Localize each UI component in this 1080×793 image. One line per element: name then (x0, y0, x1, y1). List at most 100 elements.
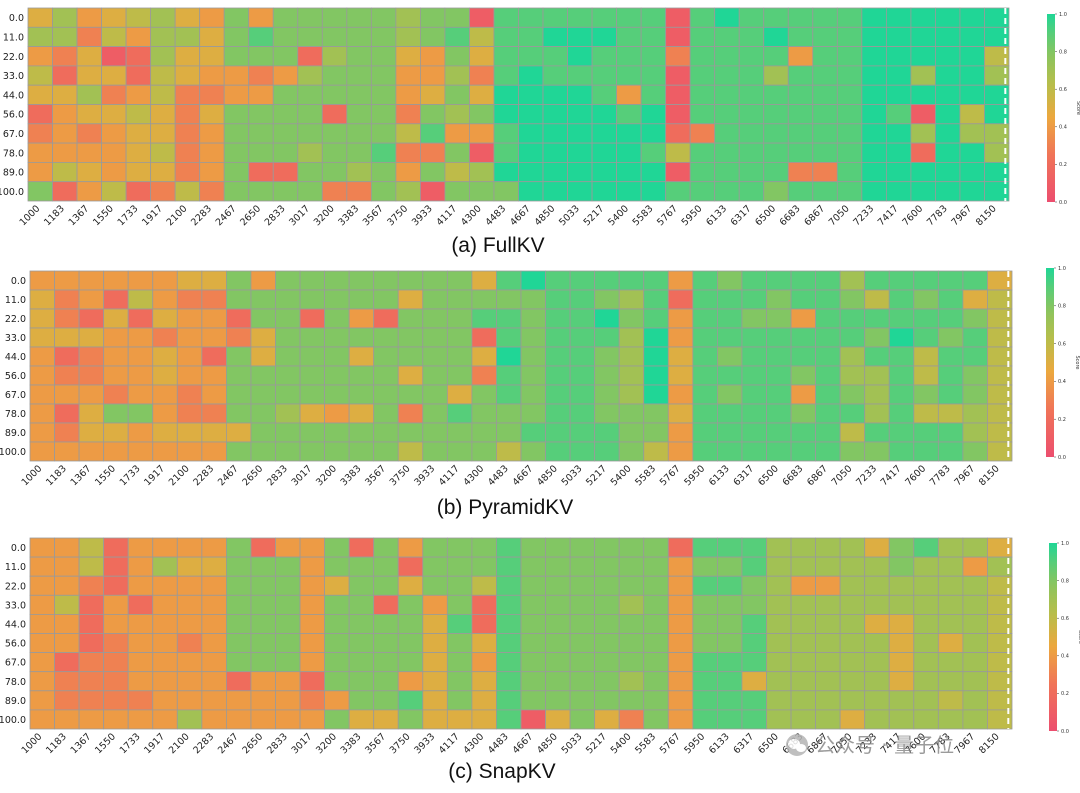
heatmap-cell (569, 403, 596, 424)
heatmap-cell (223, 104, 250, 125)
heatmap-cell (962, 289, 988, 310)
heatmap-cell (594, 633, 620, 654)
x-tick-label: 5217 (584, 463, 609, 488)
heatmap-cell (692, 652, 718, 673)
heatmap-cell (643, 709, 669, 730)
y-tick-label: 78.0 (5, 409, 26, 420)
heatmap-cell (741, 633, 767, 654)
heatmap-cell (836, 84, 863, 105)
x-tick-label: 4300 (461, 731, 486, 756)
heatmap-cell (594, 365, 620, 386)
heatmap-cell (959, 46, 985, 67)
heatmap-cell (864, 270, 890, 291)
heatmap-cell (812, 26, 838, 47)
heatmap-cell (78, 365, 105, 386)
heatmap-cell (152, 556, 178, 577)
heatmap-cell (248, 7, 274, 28)
heatmap-cell (763, 84, 789, 105)
heatmap-cell (692, 346, 718, 367)
heatmap-cell (444, 161, 470, 183)
heatmap-cell (152, 633, 178, 654)
heatmap-cell (839, 671, 866, 692)
heatmap-cell (150, 123, 176, 144)
heatmap-cell (29, 289, 55, 310)
heatmap-cell (643, 441, 669, 462)
x-tick-label: 1550 (93, 731, 118, 756)
heatmap-cell (787, 7, 814, 28)
heatmap-cell (545, 308, 571, 329)
heatmap-cell (225, 270, 252, 291)
heatmap-cell (324, 652, 350, 673)
heatmap-cell (101, 84, 127, 105)
heatmap-cell (78, 346, 105, 367)
heatmap-cell (962, 556, 988, 577)
heatmap-cell (348, 289, 375, 310)
heatmap-cell (496, 422, 522, 443)
heatmap-cell (888, 270, 915, 291)
colorbar-tick-label: 1.0 (1059, 12, 1067, 18)
heatmap-cell (839, 327, 866, 348)
heatmap-cell (54, 403, 80, 424)
heatmap-cell (937, 671, 964, 692)
heatmap-cell (520, 594, 546, 615)
x-tick-label: 1733 (118, 731, 143, 756)
heatmap-cell (397, 422, 424, 443)
heatmap-cell (201, 690, 227, 711)
heatmap-cell (937, 537, 964, 558)
heatmap-cell (446, 422, 473, 443)
heatmap-cell (937, 422, 964, 443)
heatmap-cell (888, 365, 915, 386)
heatmap-cell (248, 84, 274, 105)
heatmap-cell (787, 161, 814, 183)
heatmap-cell (692, 270, 718, 291)
heatmap-cell (741, 308, 767, 329)
heatmap-cell (790, 671, 816, 692)
heatmap-cell (815, 441, 841, 462)
heatmap-cell (52, 104, 78, 125)
heatmap-cell (542, 65, 568, 86)
x-tick-label: 6133 (707, 463, 732, 488)
heatmap-cell (591, 26, 617, 47)
heatmap-cell (766, 365, 792, 386)
heatmap-cell (373, 327, 399, 348)
heatmap-cell (152, 594, 178, 615)
x-tick-label: 7417 (876, 203, 901, 228)
heatmap-cell (518, 142, 544, 163)
heatmap-cell (469, 181, 495, 202)
heatmap-cell (545, 652, 571, 673)
y-tick-label: 22.0 (5, 581, 26, 592)
heatmap-cell (150, 46, 176, 67)
heatmap-cell (790, 652, 816, 673)
heatmap-cell (52, 7, 78, 28)
heatmap-cell (864, 537, 890, 558)
heatmap-cell (885, 123, 912, 144)
heatmap-cell (299, 422, 325, 443)
heatmap-cell (594, 270, 620, 291)
heatmap-cell (373, 384, 399, 405)
heatmap-cell (643, 633, 669, 654)
heatmap-cell (176, 403, 203, 424)
heatmap-cell (54, 652, 80, 673)
heatmap-cell (225, 690, 252, 711)
heatmap-cell (324, 308, 350, 329)
heatmap-cell (618, 652, 645, 673)
heatmap-cell (444, 181, 470, 202)
heatmap-cell (741, 403, 767, 424)
heatmap-cell (176, 594, 203, 615)
heatmap-cell (643, 671, 669, 692)
heatmap-cell (54, 327, 80, 348)
heatmap-cell (959, 84, 985, 105)
heatmap-cell (692, 633, 718, 654)
heatmap-cell (567, 123, 593, 144)
heatmap-cell (594, 652, 620, 673)
heatmap-cell (76, 84, 102, 105)
heatmap-cell (103, 422, 129, 443)
heatmap-cell (888, 537, 915, 558)
heatmap-cell (446, 289, 473, 310)
heatmap-cell (201, 308, 227, 329)
heatmap-cell (667, 422, 694, 443)
colorbar-tick-label: 0.6 (1058, 341, 1066, 347)
heatmap-cell (594, 327, 620, 348)
heatmap-cell (225, 633, 252, 654)
heatmap-cell (717, 327, 743, 348)
